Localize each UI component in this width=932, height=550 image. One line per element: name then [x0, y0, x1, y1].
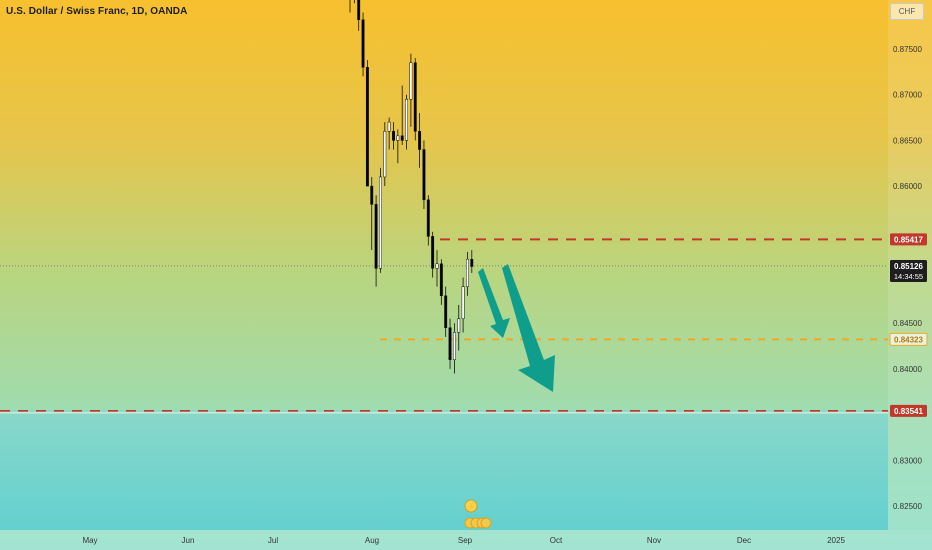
bar-countdown: 14:34:55 [894, 272, 923, 281]
candle[interactable] [392, 131, 395, 141]
level-price-tag[interactable] [890, 404, 927, 417]
candle[interactable] [387, 121, 391, 132]
x-tick-label: May [82, 536, 97, 545]
candle[interactable] [461, 286, 465, 319]
x-tick-label: Aug [365, 536, 379, 545]
current-price-label: 0.85126 [894, 262, 923, 271]
below-support-zone [0, 410, 888, 530]
x-tick-label: 2025 [827, 536, 845, 545]
forecast-arrow-large[interactable] [502, 264, 555, 392]
level-price-label: 0.84323 [894, 335, 923, 344]
level-price-tag[interactable] [890, 233, 927, 246]
candle[interactable] [448, 327, 452, 361]
x-tick-label: Dec [737, 536, 751, 545]
candle[interactable] [426, 199, 430, 237]
candle[interactable] [418, 131, 422, 150]
x-tick-label: Jun [182, 536, 195, 545]
y-tick-label: 0.83000 [893, 456, 922, 465]
forecast-arrow-small[interactable] [478, 268, 510, 338]
level-price-label: 0.85417 [894, 235, 923, 244]
y-tick-label: 0.84500 [893, 319, 922, 328]
candle[interactable] [370, 185, 374, 205]
y-tick-label: 0.86000 [893, 182, 922, 191]
y-tick-label: 0.87500 [893, 45, 922, 54]
candle[interactable] [444, 295, 448, 329]
lightning-icon[interactable] [464, 499, 478, 513]
events-markers[interactable]: ⚡ [464, 499, 492, 529]
candle[interactable] [466, 258, 469, 287]
y-tick-label: 0.86500 [893, 136, 922, 145]
candle[interactable] [470, 258, 474, 267]
symbol-title: U.S. Dollar / Swiss Franc, 1D, OANDA [6, 6, 188, 17]
level-price-label: 0.83541 [894, 407, 923, 416]
candle[interactable] [435, 263, 439, 269]
candle[interactable] [361, 19, 365, 68]
candle[interactable] [422, 149, 426, 201]
candle[interactable] [365, 67, 369, 187]
candle[interactable] [452, 332, 456, 361]
candle[interactable] [396, 135, 400, 141]
candle[interactable] [409, 62, 413, 100]
candle[interactable] [439, 263, 443, 297]
candle[interactable] [431, 236, 435, 269]
currency-button[interactable]: CHF [890, 3, 924, 20]
candle[interactable] [374, 204, 378, 269]
dividend-icon[interactable] [480, 517, 492, 529]
y-tick-label: 0.82500 [893, 502, 922, 511]
time-axis-panel[interactable] [0, 530, 932, 550]
candle[interactable] [413, 62, 417, 132]
level-price-tag[interactable] [889, 332, 928, 346]
candle[interactable] [383, 131, 387, 178]
candle[interactable] [400, 135, 404, 141]
candle[interactable] [457, 318, 461, 333]
candle[interactable] [357, 0, 361, 21]
x-tick-label: Sep [458, 536, 473, 545]
y-tick-label: 0.84000 [893, 365, 922, 374]
candle[interactable] [379, 176, 382, 269]
y-tick-label: 0.87000 [893, 91, 922, 100]
x-tick-label: Jul [268, 536, 278, 545]
x-tick-label: Oct [550, 536, 563, 545]
lightning-icon-glyph: ⚡ [466, 501, 476, 511]
candle[interactable] [405, 99, 409, 141]
current-price-tag[interactable] [890, 259, 927, 282]
x-tick-label: Nov [647, 536, 661, 545]
